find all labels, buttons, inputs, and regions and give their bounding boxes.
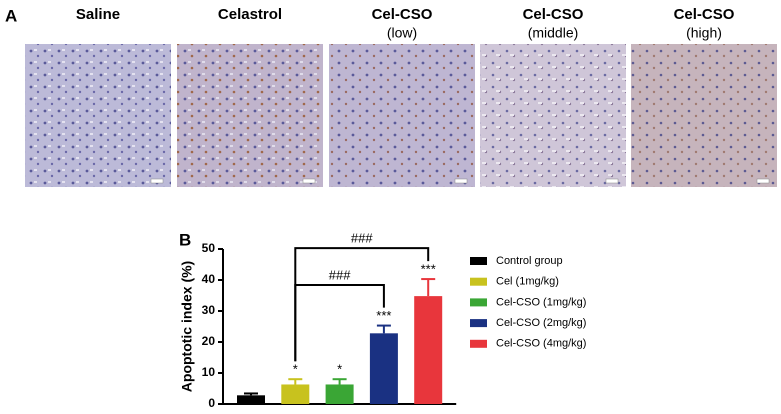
y-tick-label: 20 <box>202 334 216 348</box>
legend-swatch <box>470 319 487 328</box>
image-title: Cel-CSO <box>674 6 735 23</box>
micrograph <box>25 44 171 187</box>
panel-label: A <box>5 6 17 25</box>
legend-label: Cel-CSO (4mg/kg) <box>496 338 586 350</box>
bracket-label: ### <box>329 267 351 282</box>
legend-swatch <box>470 257 487 265</box>
bar <box>237 395 265 404</box>
legend-label: Control group <box>496 255 563 267</box>
micrograph <box>177 44 323 187</box>
image-title: Saline <box>76 6 120 23</box>
micrograph <box>329 44 475 187</box>
significance: *** <box>421 262 436 277</box>
bar <box>325 384 354 404</box>
scale-bar <box>150 178 164 184</box>
image-subtitle: (low) <box>387 25 417 41</box>
scale-bar <box>302 178 316 184</box>
panel-label: B <box>179 230 191 249</box>
legend-swatch <box>470 298 487 307</box>
legend-label: Cel (1mg/kg) <box>496 276 559 288</box>
scale-bar <box>605 178 619 184</box>
image-subtitle: (middle) <box>528 25 579 41</box>
y-tick-label: 0 <box>208 396 215 410</box>
bracket <box>294 247 430 362</box>
micrograph <box>631 44 777 187</box>
scale-bar <box>756 178 770 184</box>
significance: *** <box>376 308 391 323</box>
legend-label: Cel-CSO (1mg/kg) <box>496 296 586 308</box>
legend-swatch <box>470 339 487 348</box>
image-title: Cel-CSO <box>372 6 433 23</box>
significance: * <box>337 362 342 377</box>
y-tick-label: 50 <box>202 241 216 255</box>
legend-label: Cel-CSO (2mg/kg) <box>496 317 586 329</box>
scale-bar <box>454 178 468 184</box>
y-tick-label: 40 <box>202 272 216 286</box>
bar <box>281 384 310 404</box>
bracket-label: ### <box>351 231 373 246</box>
significance: * <box>293 362 298 377</box>
legend-swatch <box>470 277 487 286</box>
y-tick-label: 30 <box>202 303 216 317</box>
bar <box>414 296 443 404</box>
y-tick-label: 10 <box>202 365 216 379</box>
micrograph <box>480 44 626 187</box>
image-title: Celastrol <box>218 6 282 23</box>
image-title: Cel-CSO <box>523 6 584 23</box>
image-subtitle: (high) <box>686 25 722 41</box>
bracket <box>294 283 385 362</box>
y-axis-label: Apoptotic index (%) <box>179 261 195 392</box>
bar <box>369 333 398 404</box>
